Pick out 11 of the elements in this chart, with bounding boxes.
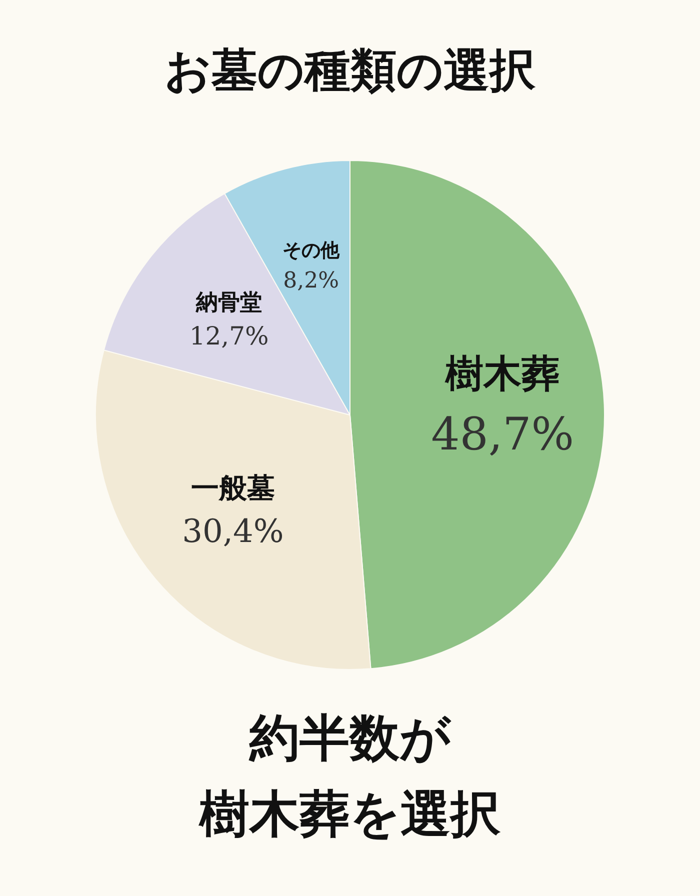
text: 約半数が xyxy=(248,707,452,769)
slice-label: 樹木葬 xyxy=(444,352,560,396)
data-label: 8,2% xyxy=(283,268,340,294)
data-label: 12,7% xyxy=(189,321,269,350)
data-label: 30,4% xyxy=(182,512,284,550)
slice-label: 納骨堂 xyxy=(195,290,262,316)
chart-title: お墓の種類の選択 xyxy=(164,42,536,99)
data-label: 48,7% xyxy=(431,407,574,460)
slice-label: 一般墓 xyxy=(190,471,275,504)
slice-label: その他 xyxy=(282,239,341,262)
text: 樹木葬を選択 xyxy=(198,783,502,845)
